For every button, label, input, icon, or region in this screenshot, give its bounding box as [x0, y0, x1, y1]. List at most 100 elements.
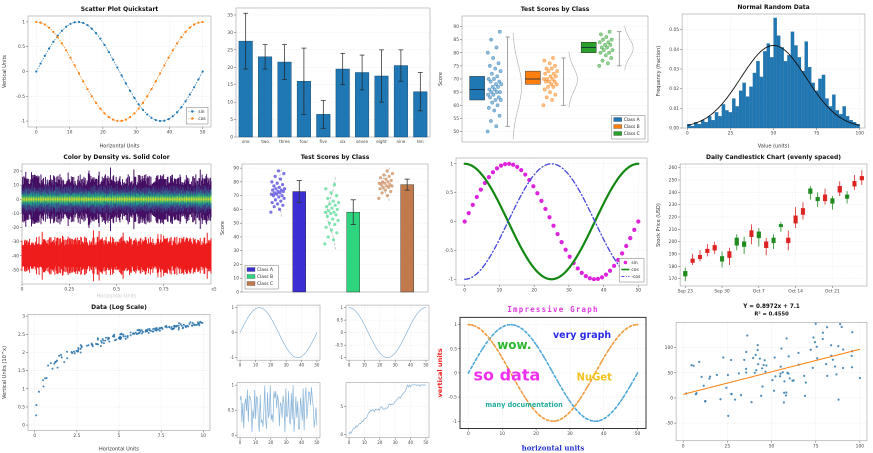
svg-text:Class C: Class C — [624, 131, 640, 137]
panel-bar-errors: 0 5 10 15 20 25 30 35 one two three four five six seve… — [218, 0, 436, 150]
svg-text:50: 50 — [636, 287, 642, 293]
svg-text:40: 40 — [299, 440, 305, 445]
svg-text:1.5: 1.5 — [18, 368, 25, 374]
svg-text:55: 55 — [453, 116, 459, 122]
svg-text:sin: sin — [631, 260, 638, 266]
svg-text:25: 25 — [227, 47, 233, 53]
svg-text:cos: cos — [198, 117, 206, 122]
svg-text:0.01: 0.01 — [669, 106, 679, 112]
svg-text:two: two — [261, 139, 269, 144]
svg-text:1: 1 — [231, 383, 234, 388]
panel-scatter-quickstart: -1 -0.5 0 0.5 1 0 10 20 30 40 50 Scatter Plot Quick… — [0, 0, 218, 150]
svg-text:0: 0 — [682, 443, 685, 449]
svg-text:0.04: 0.04 — [669, 47, 679, 53]
svg-text:1: 1 — [450, 161, 453, 167]
svg-text:Horizontal Units: Horizontal Units — [100, 144, 140, 150]
svg-text:20: 20 — [233, 262, 239, 268]
svg-text:Y = 0.8972x + 7.1: Y = 0.8972x + 7.1 — [742, 304, 800, 310]
svg-text:R² = 0.4550: R² = 0.4550 — [754, 311, 789, 317]
svg-text:10: 10 — [67, 129, 73, 135]
svg-text:40: 40 — [167, 129, 173, 135]
svg-text:0.5: 0.5 — [18, 44, 25, 50]
svg-text:five: five — [320, 139, 328, 144]
svg-text:20: 20 — [377, 440, 383, 445]
svg-text:50: 50 — [200, 129, 206, 135]
svg-text:30: 30 — [227, 30, 233, 36]
panel-bar-scores: 0 10 20 30 40 50 60 70 80 90 Test Scores by Class S… — [218, 150, 436, 300]
svg-text:20: 20 — [100, 129, 106, 135]
svg-text:90: 90 — [453, 24, 459, 30]
svg-text:eight: eight — [376, 139, 387, 144]
svg-text:5: 5 — [340, 404, 343, 409]
svg-text:20: 20 — [227, 65, 233, 71]
panel-small-multiples: -1 0 1 0 10 20 30 40 50 -1 -0.5 0 0.5 1 0 10 20 30 40 50 0 0.… — [218, 300, 436, 453]
svg-text:240: 240 — [669, 190, 678, 196]
svg-text:180: 180 — [669, 264, 678, 270]
svg-text:90: 90 — [233, 166, 239, 172]
svg-text:10: 10 — [497, 287, 503, 293]
svg-text:four: four — [300, 139, 309, 144]
svg-text:20: 20 — [531, 287, 537, 293]
svg-text:10: 10 — [499, 431, 505, 437]
svg-text:25: 25 — [728, 130, 734, 136]
svg-text:NuGet: NuGet — [577, 373, 612, 384]
svg-text:70: 70 — [453, 77, 459, 83]
regression-chart: -50 0 50 100 0 25 50 75 100 Y = 0.8972x + 7.1R² =… — [665, 304, 868, 449]
svg-text:0: 0 — [231, 433, 234, 438]
svg-text:-1: -1 — [449, 277, 454, 283]
svg-text:Stock Price (USD): Stock Price (USD) — [656, 203, 662, 247]
svg-text:-0.5: -0.5 — [444, 248, 453, 254]
svg-text:Impressive Graph: Impressive Graph — [507, 305, 598, 314]
svg-text:2: 2 — [22, 350, 25, 356]
svg-text:190: 190 — [669, 251, 678, 257]
svg-text:horizontal units: horizontal units — [522, 443, 585, 452]
candlestick-chart: 170 180 190 200 210 220 230 240 250 260 Sep 23 Sep … — [656, 154, 868, 294]
panel-normal-hist: 0.00 0.01 0.02 0.03 0.04 0.05 0 25 50 75 100 Normal… — [654, 0, 873, 150]
svg-text:230: 230 — [669, 202, 678, 208]
svg-text:Oct 14: Oct 14 — [788, 288, 803, 294]
svg-text:210: 210 — [669, 227, 678, 233]
svg-text:30: 30 — [284, 440, 290, 445]
svg-text:Normal Random Data: Normal Random Data — [737, 4, 809, 11]
svg-text:50: 50 — [667, 370, 673, 376]
svg-text:0: 0 — [239, 362, 242, 367]
svg-text:40: 40 — [601, 287, 607, 293]
svg-text:six: six — [340, 139, 346, 144]
svg-text:0.5: 0.5 — [113, 286, 120, 292]
panel-trig-trio: -1 -0.5 0 0.5 1 0 10 20 30 40 50 sin cos -cos — [436, 150, 654, 300]
svg-text:75: 75 — [813, 443, 819, 449]
svg-text:10: 10 — [253, 440, 259, 445]
svg-text:vertical units: vertical units — [436, 348, 444, 397]
svg-text:10: 10 — [200, 433, 206, 439]
svg-text:-0.5: -0.5 — [448, 395, 457, 401]
svg-text:10: 10 — [253, 362, 259, 367]
svg-text:one: one — [242, 139, 250, 144]
panel-log-scatter: 0 0.5 1 1.5 2 2.5 3 0 2.5 5 7.5 10 Data (Log Scale) H… — [0, 300, 218, 453]
svg-text:100: 100 — [665, 345, 674, 351]
svg-text:20: 20 — [13, 169, 19, 175]
svg-text:80: 80 — [233, 179, 239, 185]
svg-text:0.5: 0.5 — [18, 404, 25, 410]
svg-text:2.5: 2.5 — [18, 332, 25, 338]
svg-text:Test Scores by Class: Test Scores by Class — [521, 6, 590, 13]
svg-text:Scatter Plot Quickstart: Scatter Plot Quickstart — [81, 6, 159, 13]
svg-text:Vertical Units: Vertical Units — [2, 55, 8, 88]
svg-text:-cos: -cos — [631, 275, 641, 280]
svg-text:0: 0 — [340, 330, 343, 335]
svg-text:30: 30 — [393, 440, 399, 445]
svg-text:5: 5 — [230, 117, 233, 123]
svg-text:Test Scores by Class: Test Scores by Class — [301, 154, 370, 161]
svg-text:0.25: 0.25 — [64, 286, 74, 292]
svg-text:250: 250 — [669, 178, 678, 184]
panel-box-scores: 50 55 60 65 70 75 80 85 90 Test Scores by Class Sc… — [436, 0, 654, 150]
svg-text:50: 50 — [314, 362, 320, 367]
svg-text:50: 50 — [453, 129, 459, 135]
svg-text:-1: -1 — [230, 355, 234, 360]
svg-text:65: 65 — [453, 90, 459, 96]
density-color-chart: -50 -40 -30 -20 -10 0 10 20 0 0.25 0.5 0.75 Color by… — [12, 154, 217, 300]
svg-text:40: 40 — [408, 362, 414, 367]
svg-text:10: 10 — [13, 183, 19, 189]
svg-text:-1: -1 — [453, 419, 458, 425]
